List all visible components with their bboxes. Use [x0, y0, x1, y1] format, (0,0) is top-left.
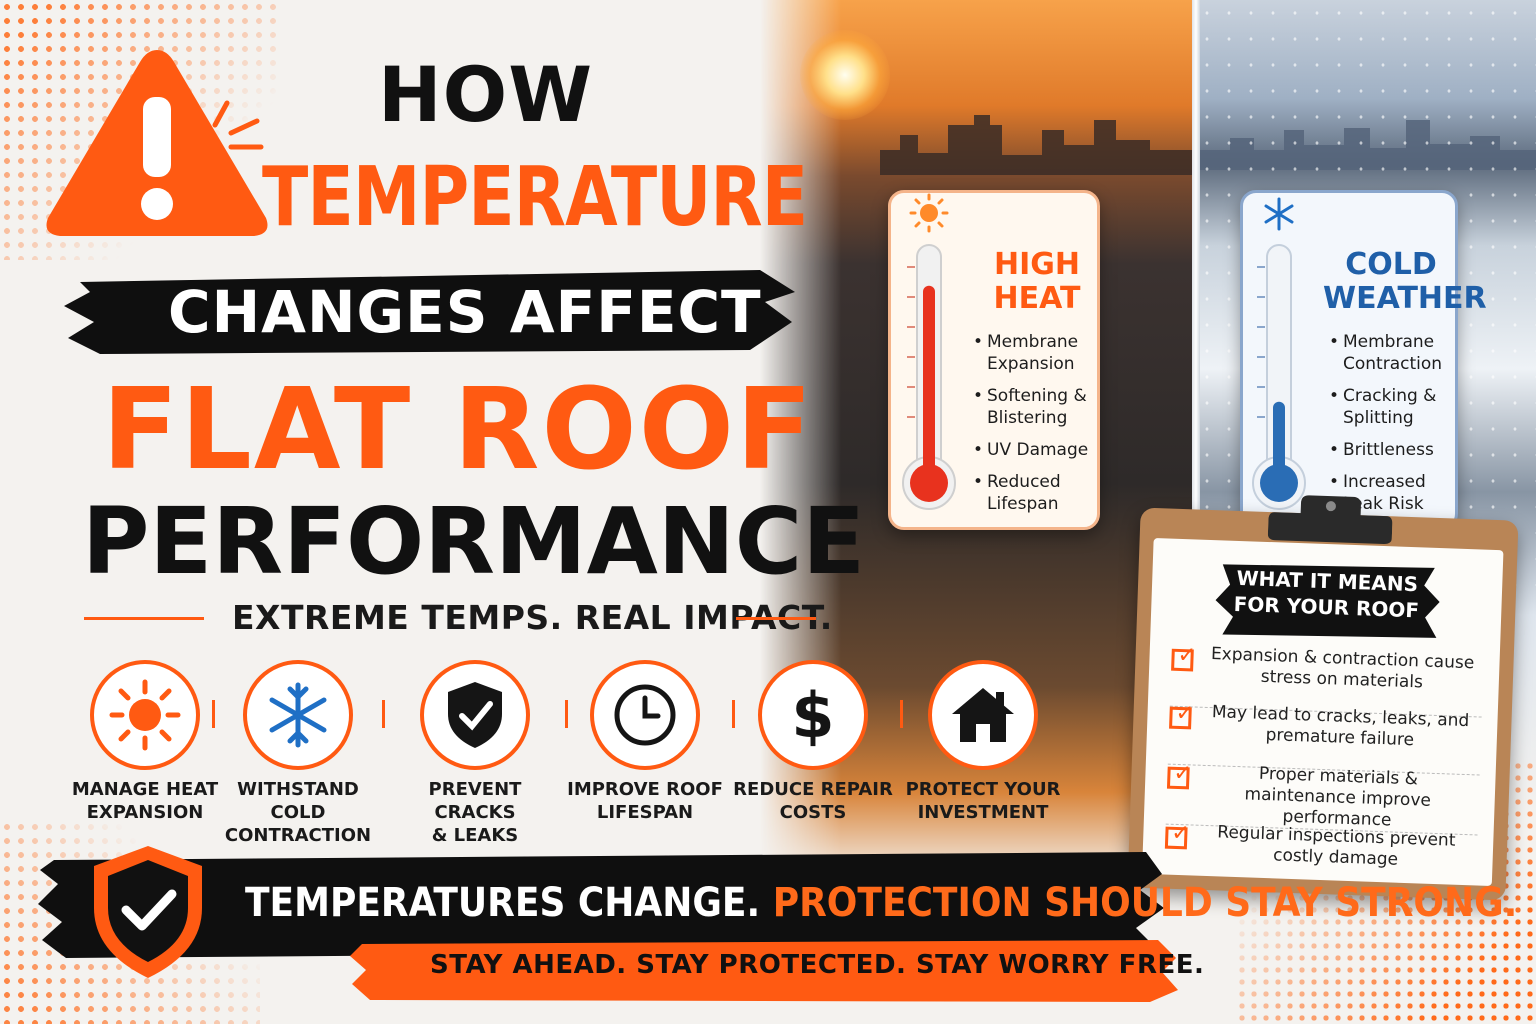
- clipboard: WHAT IT MEANS FOR YOUR ROOF ✓ Expansion …: [1127, 495, 1519, 901]
- benefit-withstand-cold: WITHSTAND COLD CONTRACTION: [212, 660, 384, 847]
- benefit-label: REDUCE REPAIR: [733, 779, 893, 800]
- separator: [900, 700, 903, 728]
- benefit-prevent-cracks: PREVENT CRACKS & LEAKS: [390, 660, 560, 847]
- cold-title: COLD: [1345, 247, 1437, 282]
- benefit-label: COLD CONTRACTION: [224, 802, 372, 846]
- benefit-improve-lifespan: IMPROVE ROOF LIFESPAN: [560, 660, 730, 824]
- cold-item: Increased Leak Risk: [1329, 471, 1457, 515]
- benefit-label: EXPANSION: [86, 802, 204, 823]
- heat-item: Reduced Lifespan: [973, 471, 1097, 515]
- cold-item: Brittleness: [1329, 439, 1457, 461]
- cold-item: Membrane Contraction: [1329, 331, 1457, 375]
- checklist-text: May lead to cracks, leaks, and premature…: [1211, 702, 1470, 751]
- snowflake-icon: [243, 660, 353, 770]
- title-line-temperature: TEMPERATURE: [262, 150, 808, 245]
- benefit-label: COSTS: [779, 802, 847, 823]
- house-icon: [928, 660, 1038, 770]
- benefit-manage-heat: MANAGE HEAT EXPANSION: [60, 660, 230, 824]
- sun-glow: [800, 30, 890, 120]
- hot-thermometer: [902, 193, 956, 510]
- benefit-label: INVESTMENT: [917, 802, 1049, 823]
- separator: [382, 700, 385, 728]
- black-brush-stroke: [1215, 564, 1440, 638]
- banner-tagline: STAY AHEAD. STAY PROTECTED. STAY WORRY F…: [430, 950, 1205, 980]
- benefit-label: PREVENT CRACKS: [428, 779, 522, 823]
- separator: [565, 700, 568, 728]
- clipboard-title-line: WHAT IT MEANS: [1236, 565, 1419, 597]
- title-line-changes-affect: CHANGES AFFECT: [168, 278, 762, 346]
- heat-title: HEAT: [993, 281, 1081, 316]
- warm-skyline: [880, 115, 1200, 175]
- checkmark-icon: ✓: [1175, 700, 1195, 727]
- checklist-text: Expansion & contraction cause stress on …: [1210, 644, 1475, 693]
- warning-icon: [46, 50, 268, 236]
- banner-headline-part2: PROTECTION SHOULD STAY STRONG.: [772, 880, 1518, 926]
- banner-headline: TEMPERATURES CHANGE. PROTECTION SHOULD S…: [245, 880, 1517, 926]
- benefit-label: WITHSTAND: [237, 779, 359, 800]
- cold-mercury: [1273, 401, 1285, 483]
- heat-title: HIGH: [993, 247, 1080, 282]
- subtitle-rule: [736, 617, 816, 620]
- separator: [732, 700, 735, 728]
- checkmark-icon: ✓: [1170, 820, 1191, 847]
- alert-burst-lines: [212, 100, 264, 150]
- benefit-label: & LEAKS: [431, 825, 519, 846]
- clipboard-title-line: FOR YOUR ROOF: [1233, 591, 1420, 623]
- cold-title: WEATHER: [1323, 281, 1487, 316]
- cold-thermometer: [1252, 197, 1306, 510]
- heat-item: Membrane Expansion: [973, 331, 1097, 375]
- checkmark-icon: ✓: [1177, 642, 1197, 669]
- benefit-reduce-costs: $ REDUCE REPAIR COSTS: [728, 660, 898, 824]
- cold-weather-card: COLD WEATHER Membrane Contraction Cracki…: [1240, 190, 1487, 530]
- clipboard-clip: [1267, 495, 1393, 545]
- shield-check-icon: [94, 846, 202, 978]
- heat-item: UV Damage: [973, 439, 1097, 461]
- orange-banner: [350, 940, 1178, 1002]
- separator: [212, 700, 215, 728]
- black-banner: [38, 852, 1164, 958]
- benefit-label: MANAGE HEAT: [71, 779, 219, 800]
- subtitle-rule: [84, 617, 204, 620]
- sun-icon: [90, 660, 200, 770]
- checkmark-icon: ✓: [1173, 760, 1193, 787]
- benefit-protect-investment: PROTECT YOUR INVESTMENT: [898, 660, 1068, 824]
- title-line-performance: PERFORMANCE: [82, 488, 866, 595]
- subtitle: EXTREME TEMPS. REAL IMPACT.: [232, 598, 833, 637]
- dollar-icon: $: [758, 660, 868, 770]
- benefit-label: LIFESPAN: [596, 802, 694, 823]
- title-line-flat-roof: FLAT ROOF: [102, 365, 815, 495]
- clipboard-paper: WHAT IT MEANS FOR YOUR ROOF ✓ Expansion …: [1141, 537, 1504, 887]
- title-line-how: HOW: [378, 50, 594, 139]
- cold-item: Cracking & Splitting: [1329, 385, 1457, 429]
- heat-item: Softening & Blistering: [973, 385, 1097, 429]
- photo-divider: [1192, 0, 1200, 820]
- benefits-row: MANAGE HEAT EXPANSION WITHSTAND COLD CONTR…: [60, 660, 1060, 846]
- benefit-label: IMPROVE ROOF: [567, 779, 723, 800]
- black-brush-stroke: [64, 270, 795, 354]
- high-heat-card: HIGH HEAT Membrane Expansion Softening &…: [888, 190, 1100, 530]
- checklist-text: Regular inspections prevent costly damag…: [1216, 822, 1456, 870]
- shield-check-icon: [420, 660, 530, 770]
- clock-icon: [590, 660, 700, 770]
- hot-mercury: [923, 285, 935, 483]
- clipboard-title: WHAT IT MEANS FOR YOUR ROOF: [1211, 564, 1443, 624]
- banner-headline-part1: TEMPERATURES CHANGE.: [245, 880, 761, 926]
- benefit-label: PROTECT YOUR: [905, 779, 1061, 800]
